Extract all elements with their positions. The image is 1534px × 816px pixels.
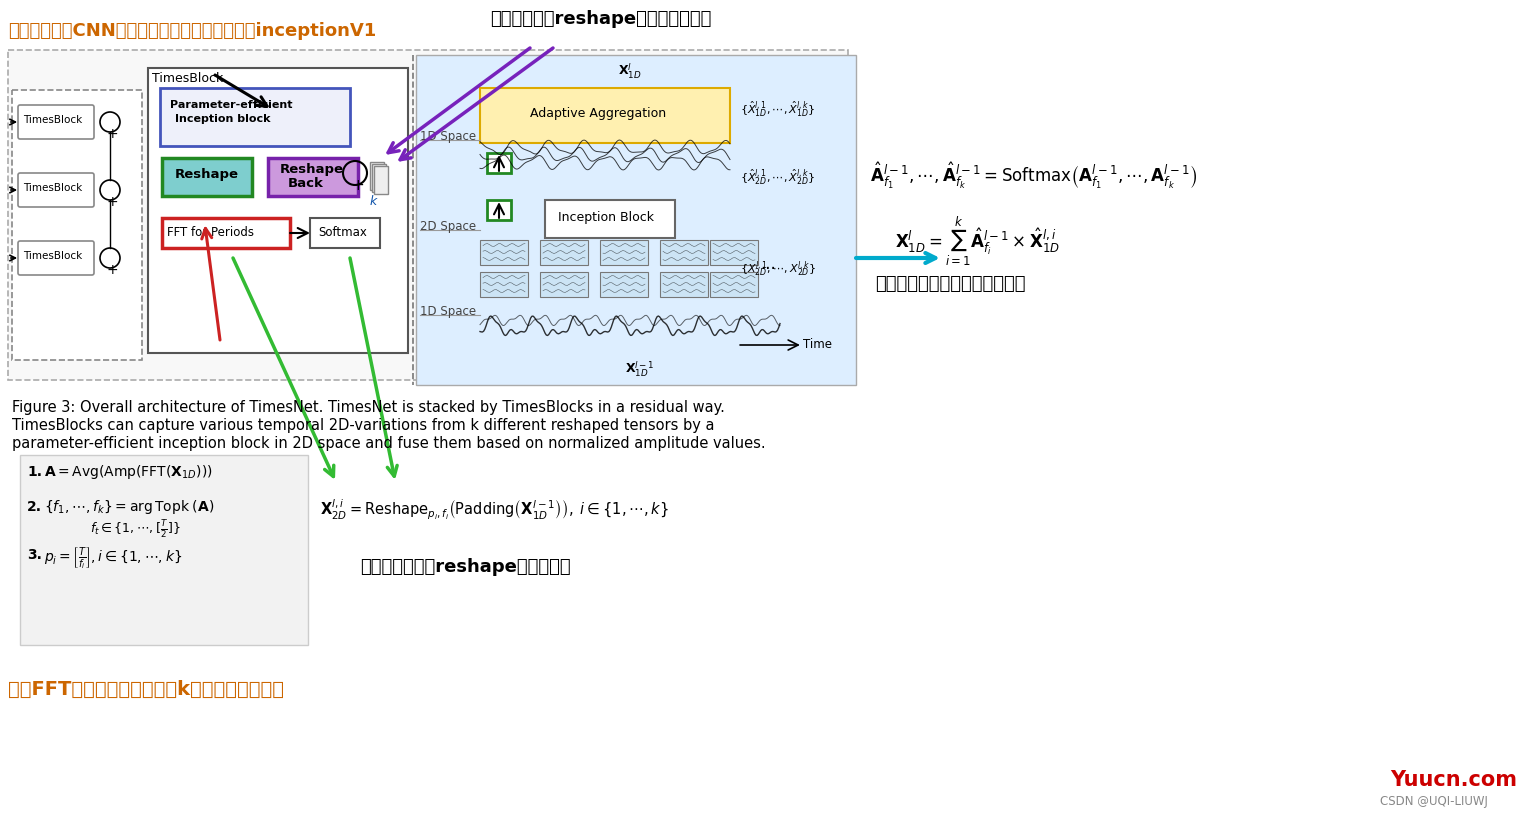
Text: +: + xyxy=(351,178,364,193)
Text: $\mathbf{X}_{2D}^{l,i} = \mathrm{Reshape}_{p_i,f_i}\left(\mathrm{Padding}\left(\: $\mathbf{X}_{2D}^{l,i} = \mathrm{Reshape… xyxy=(321,498,669,522)
Bar xyxy=(710,240,758,265)
Bar xyxy=(8,50,848,380)
Bar xyxy=(147,68,408,353)
Text: $\{f_1,\cdots,f_k\} = \arg\mathrm{Topk}\;(\mathbf{A})$: $\{f_1,\cdots,f_k\} = \arg\mathrm{Topk}\… xyxy=(44,498,215,516)
Bar xyxy=(540,240,588,265)
Text: Reshape: Reshape xyxy=(281,163,344,176)
Text: Time: Time xyxy=(802,339,831,352)
Text: 1.: 1. xyxy=(28,465,41,479)
Text: 使用任何一个CNN及其变体均可，这里使用的是inceptionV1: 使用任何一个CNN及其变体均可，这里使用的是inceptionV1 xyxy=(8,22,376,40)
Bar xyxy=(310,218,380,248)
Text: $\mathbf{X}^l_{1D}$: $\mathbf{X}^l_{1D}$ xyxy=(618,62,641,82)
Bar xyxy=(480,240,528,265)
Text: $\mathbf{X}_{1D}^l = \sum_{i=1}^{k}\hat{\mathbf{A}}_{f_i}^{l-1} \times \hat{\mat: $\mathbf{X}_{1D}^l = \sum_{i=1}^{k}\hat{… xyxy=(894,215,1060,268)
Text: Figure 3: Overall architecture of TimesNet. TimesNet is stacked by TimesBlocks i: Figure 3: Overall architecture of TimesN… xyxy=(12,400,726,415)
Bar xyxy=(374,166,388,194)
Text: 进行FFT，根据平均振幅得到k个振幅最大的频率: 进行FFT，根据平均振幅得到k个振幅最大的频率 xyxy=(8,680,284,699)
Text: $\mathbf{A} = \mathrm{Avg}\left(\mathrm{Amp}\left(\mathrm{FFT}(\mathbf{X}_{1D})\: $\mathbf{A} = \mathrm{Avg}\left(\mathrm{… xyxy=(44,463,213,481)
Text: $f_t\in\{1,\cdots,[\frac{T}{2}]\}$: $f_t\in\{1,\cdots,[\frac{T}{2}]\}$ xyxy=(91,518,181,540)
Text: 2.: 2. xyxy=(28,500,41,514)
Text: $\{X^{l,1}_{2D},\cdots,X^{l,k}_{2D}\}$: $\{X^{l,1}_{2D},\cdots,X^{l,k}_{2D}\}$ xyxy=(739,260,816,280)
Text: 1D Space: 1D Space xyxy=(420,130,476,143)
Bar xyxy=(20,455,308,645)
Text: Softmax: Softmax xyxy=(318,226,367,239)
Text: 根据振幅将不同的频率加权求和: 根据振幅将不同的频率加权求和 xyxy=(874,275,1026,293)
Text: Inception block: Inception block xyxy=(175,114,270,124)
Text: CSDN @UQI-LIUWJ: CSDN @UQI-LIUWJ xyxy=(1381,795,1488,808)
Text: ...: ... xyxy=(759,255,776,273)
Text: Yuucn.com: Yuucn.com xyxy=(1390,770,1517,790)
Text: Reshape: Reshape xyxy=(175,168,239,181)
Bar xyxy=(540,272,588,297)
Text: TimesBlock: TimesBlock xyxy=(23,115,83,125)
Bar xyxy=(486,153,511,173)
Bar xyxy=(600,272,647,297)
FancyBboxPatch shape xyxy=(18,173,94,207)
Text: +: + xyxy=(106,263,118,277)
Text: +: + xyxy=(106,195,118,209)
Bar xyxy=(545,200,675,238)
Bar xyxy=(416,55,856,385)
Text: 3.: 3. xyxy=(28,548,41,562)
Text: TimesBlock: TimesBlock xyxy=(152,72,224,85)
Bar xyxy=(480,272,528,297)
Text: Inception Block: Inception Block xyxy=(558,211,653,224)
Text: FFT for Periods: FFT for Periods xyxy=(167,226,255,239)
Bar xyxy=(710,272,758,297)
FancyBboxPatch shape xyxy=(18,105,94,139)
Bar xyxy=(160,88,350,146)
FancyBboxPatch shape xyxy=(18,241,94,275)
Bar xyxy=(12,90,143,360)
Bar xyxy=(268,158,357,196)
Bar xyxy=(660,272,709,297)
Text: $\{\hat{X}^{l,1}_{2D},\cdots,\hat{X}^{l,k}_{2D}\}$: $\{\hat{X}^{l,1}_{2D},\cdots,\hat{X}^{l,… xyxy=(739,168,816,188)
Text: 1D Space: 1D Space xyxy=(420,305,476,318)
Text: Adaptive Aggregation: Adaptive Aggregation xyxy=(531,107,666,120)
Bar xyxy=(163,218,290,248)
Bar xyxy=(163,158,252,196)
Bar xyxy=(373,164,387,192)
Bar xyxy=(600,240,647,265)
Text: 2D Space: 2D Space xyxy=(420,220,476,233)
Text: TimesBlock: TimesBlock xyxy=(23,183,83,193)
Text: +: + xyxy=(106,127,118,141)
Bar xyxy=(480,88,730,143)
Text: parameter-efficient inception block in 2D space and fuse them based on normalize: parameter-efficient inception block in 2… xyxy=(12,436,765,451)
Text: 从二维张量再reshape回一维时间序列: 从二维张量再reshape回一维时间序列 xyxy=(489,10,712,28)
Text: Parameter-efficient: Parameter-efficient xyxy=(170,100,293,110)
Bar xyxy=(486,200,511,220)
Text: $\hat{\mathbf{A}}_{f_1}^{l-1}, \cdots, \hat{\mathbf{A}}_{f_k}^{l-1} = \mathrm{So: $\hat{\mathbf{A}}_{f_1}^{l-1}, \cdots, \… xyxy=(870,160,1198,191)
Text: 将一维时间序列reshape到二维张量: 将一维时间序列reshape到二维张量 xyxy=(360,558,571,576)
Text: $p_i = \left[\frac{T}{f_i}\right], i\in\{1,\cdots,k\}$: $p_i = \left[\frac{T}{f_i}\right], i\in\… xyxy=(44,546,183,573)
Bar xyxy=(370,162,384,190)
Text: $\mathbf{X}^{l-1}_{1D}$: $\mathbf{X}^{l-1}_{1D}$ xyxy=(624,360,655,379)
Text: Back: Back xyxy=(288,177,324,190)
Text: TimesBlocks can capture various temporal 2D-variations from k different reshaped: TimesBlocks can capture various temporal… xyxy=(12,418,715,433)
Text: k: k xyxy=(370,195,377,208)
Text: $\{\hat{X}^{l,1}_{1D},\cdots,\hat{X}^{l,k}_{1D}\}$: $\{\hat{X}^{l,1}_{1D},\cdots,\hat{X}^{l,… xyxy=(739,100,816,119)
Text: TimesBlock: TimesBlock xyxy=(23,251,83,261)
Bar xyxy=(660,240,709,265)
